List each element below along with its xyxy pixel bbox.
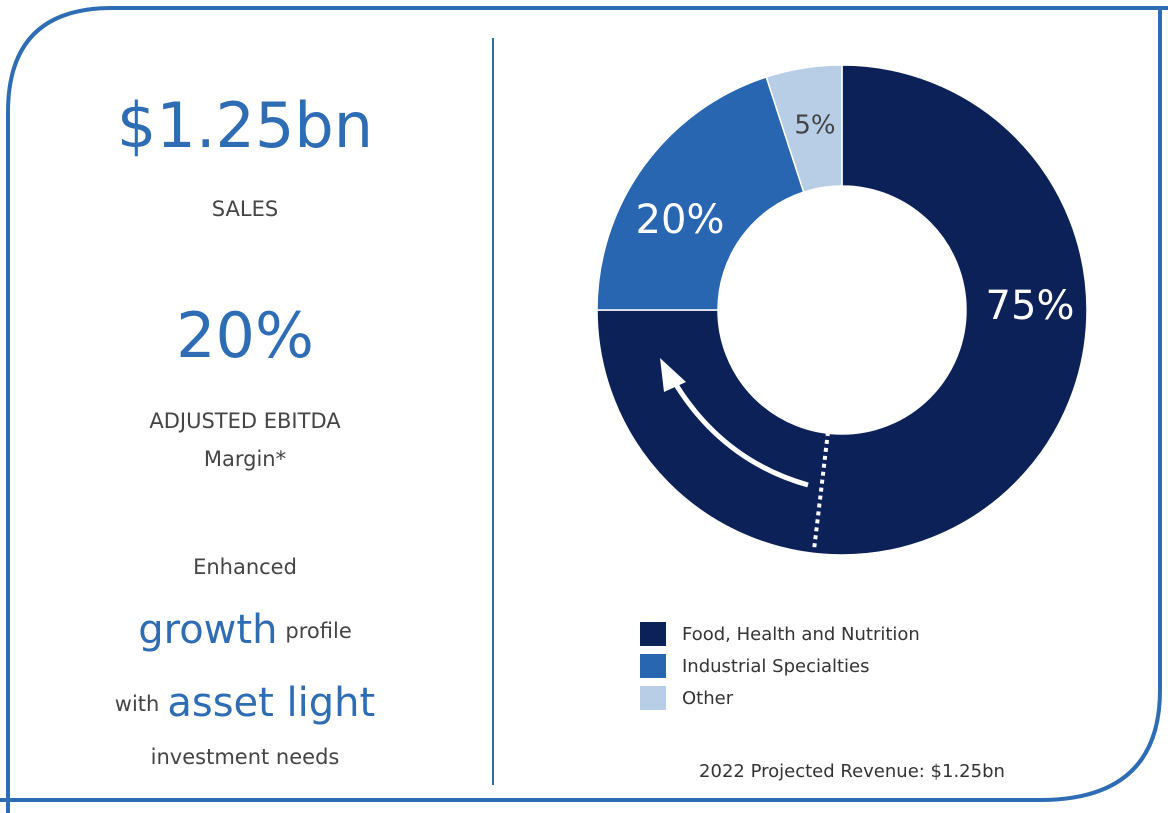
margin-label: Margin* (204, 447, 286, 471)
growth-text: investment needs (151, 745, 340, 769)
donut-segment (596, 76, 805, 311)
legend-swatch (640, 622, 666, 646)
headline-label: SALES (212, 197, 278, 221)
text: profile (285, 619, 351, 643)
data-label: 75% (986, 283, 1075, 329)
donut-segment (596, 64, 1088, 556)
legend-label: Food, Health and Nutrition (682, 624, 920, 645)
growth-text: growth profile (138, 607, 352, 653)
headline-value: $1.25bn (117, 89, 373, 162)
arrow (669, 376, 809, 488)
divider-dotted (812, 431, 830, 551)
frame (0, 6, 1168, 813)
legend-swatch (640, 686, 666, 710)
growth-text: Enhanced (193, 555, 297, 579)
margin-label: ADJUSTED EBITDA (149, 409, 341, 433)
highlight: growth (138, 607, 277, 653)
donut-segment (765, 64, 843, 194)
data-label: 20% (636, 197, 725, 243)
margin-value: 20% (176, 299, 314, 372)
arrow-head (660, 358, 686, 392)
data-label: 5% (794, 111, 835, 141)
text: with (115, 692, 160, 716)
legend-label: Other (682, 688, 734, 709)
highlight: asset light (167, 680, 375, 726)
legend-swatch (640, 654, 666, 678)
growth-text: with asset light (115, 680, 375, 726)
legend-label: Industrial Specialties (682, 656, 870, 677)
donut-chart: 75% Food, Health and Nutrition 20% Industri… (596, 64, 1088, 710)
footnote: 2022 Projected Revenue: $1.25bn (699, 761, 1005, 782)
